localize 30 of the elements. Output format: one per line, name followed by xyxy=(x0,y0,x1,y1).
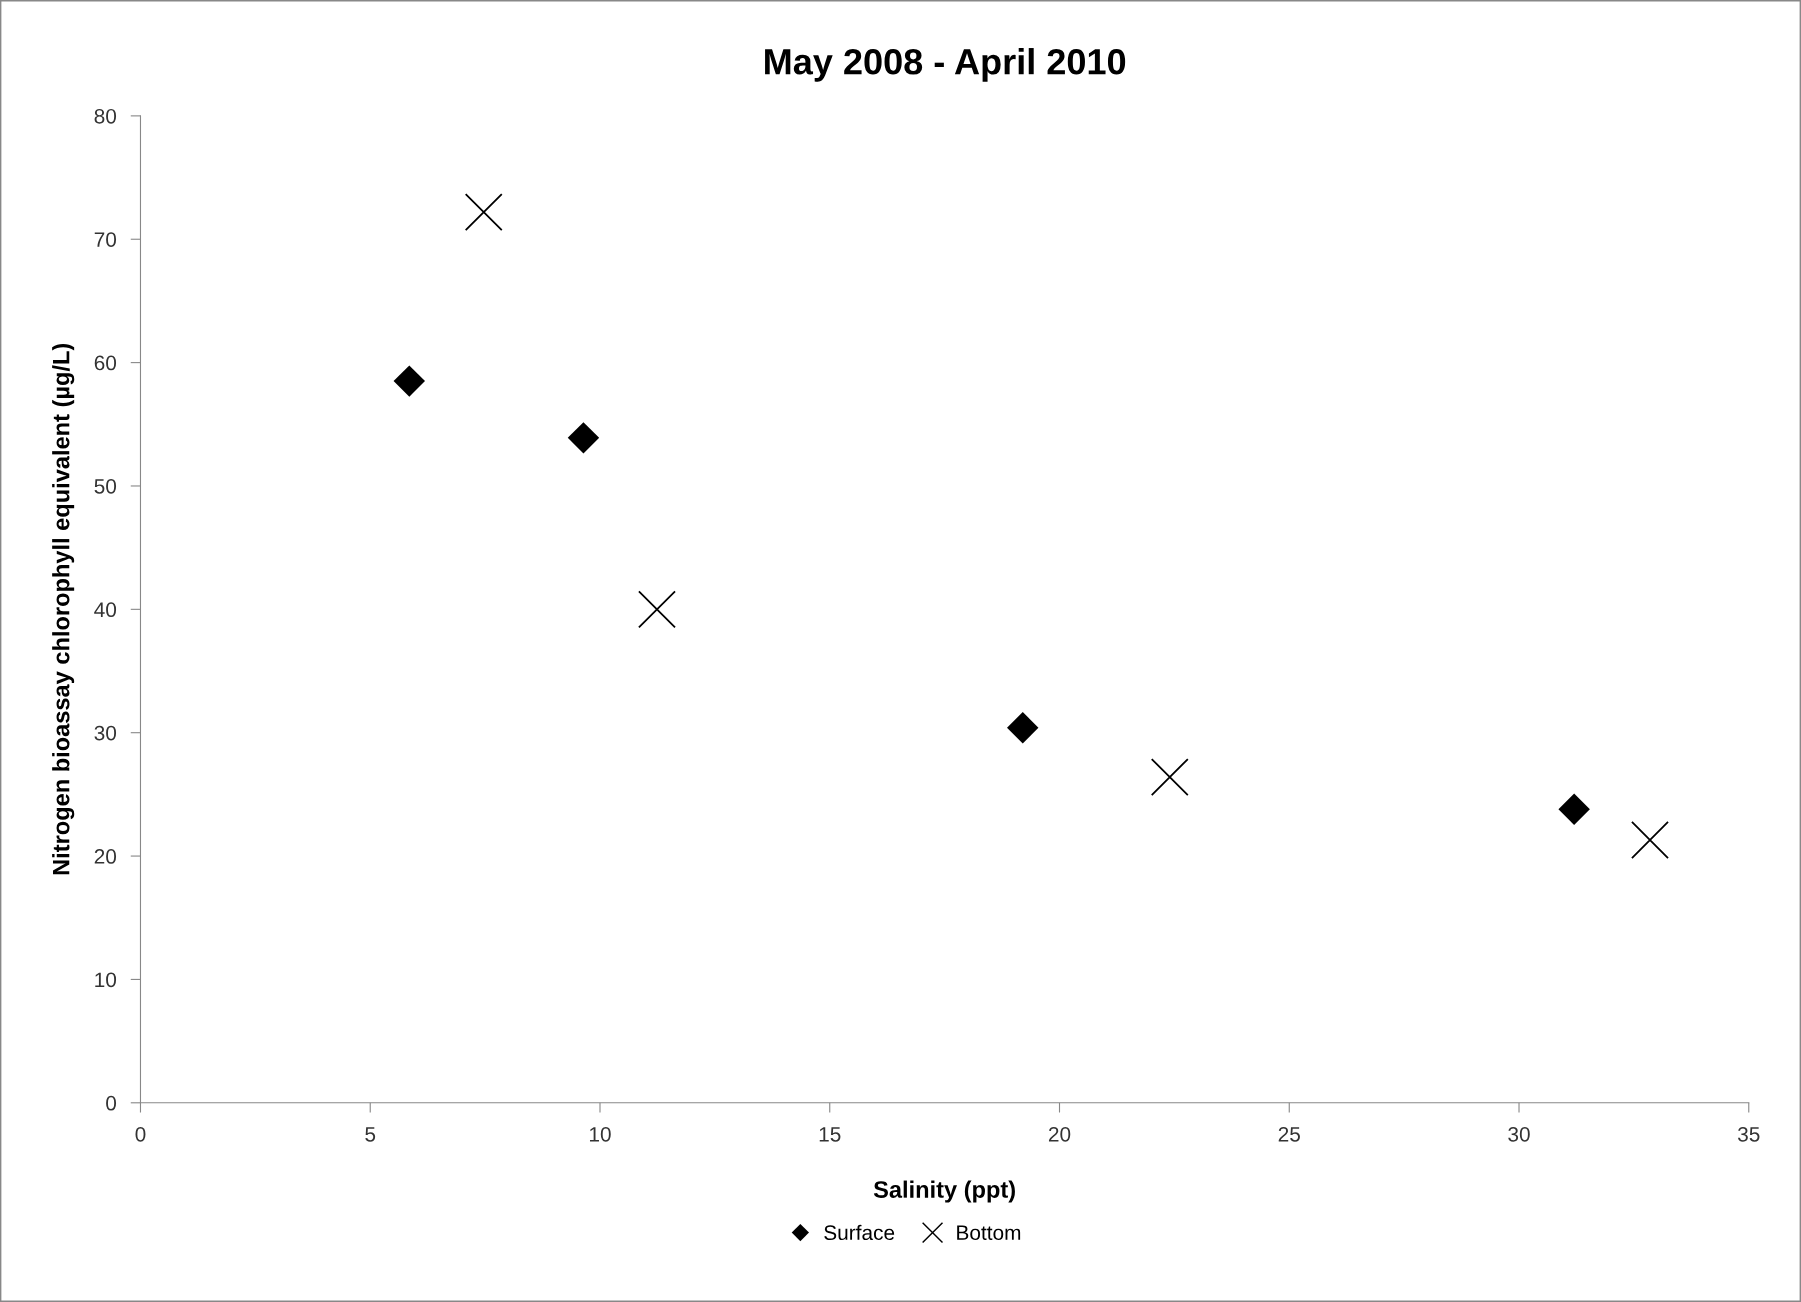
y-tick-label: 80 xyxy=(94,108,117,124)
x-axis-title: Salinity (ppt) xyxy=(873,1180,1015,1203)
y-tick-label: 70 xyxy=(94,232,117,247)
y-tick-label: 0 xyxy=(106,1095,117,1111)
point xyxy=(567,422,600,454)
y-tick-label: 60 xyxy=(94,355,117,371)
x-tick-label: 15 xyxy=(819,1127,841,1142)
legend-label: Bottom xyxy=(957,1225,1021,1241)
point xyxy=(638,590,676,629)
y-tick-label: 40 xyxy=(94,602,117,618)
point xyxy=(1631,821,1669,859)
legend-label: Surface xyxy=(824,1224,895,1241)
point xyxy=(1558,793,1590,825)
x-tick-label: 10 xyxy=(589,1126,611,1142)
point xyxy=(1150,758,1189,797)
y-tick-label: 20 xyxy=(94,849,117,864)
y-axis-title: Nitrogen bioassay chlorophyll equivalent (µg/L) xyxy=(52,343,75,875)
x-tick-label: 35 xyxy=(1737,1126,1760,1142)
point xyxy=(393,365,426,397)
y-tick-label: 30 xyxy=(94,725,117,741)
y-tick-label: 10 xyxy=(95,972,117,988)
point xyxy=(1007,712,1039,744)
y-tick-label: 50 xyxy=(94,478,117,494)
chart-title: May 2008 - April 2010 xyxy=(765,48,1126,82)
x-tick-label: 30 xyxy=(1508,1126,1530,1142)
point xyxy=(464,193,503,232)
x-tick-label: 0 xyxy=(135,1126,146,1142)
x-tick-label: 25 xyxy=(1278,1126,1300,1142)
x-tick-label: 20 xyxy=(1048,1126,1071,1142)
x-tick-label: 5 xyxy=(365,1127,376,1142)
